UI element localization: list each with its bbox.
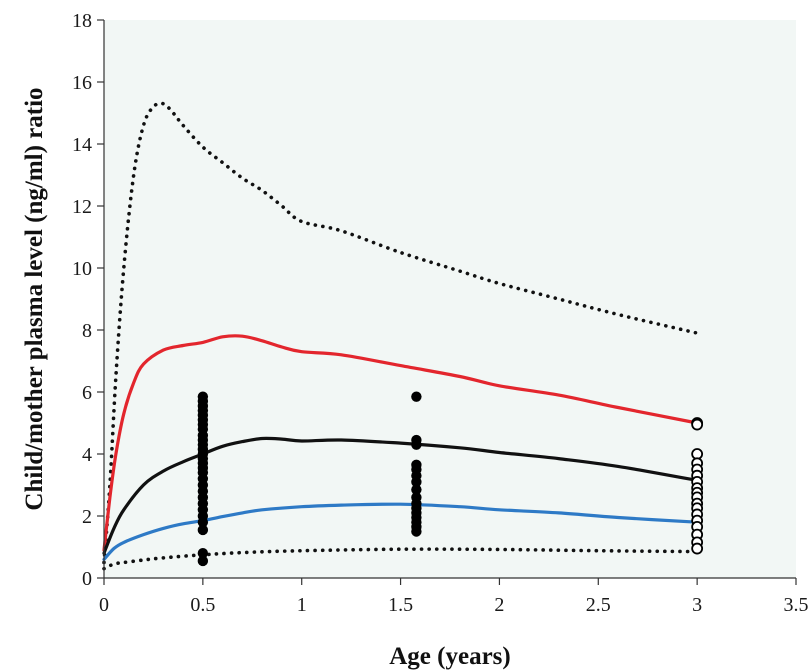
x-tick-label: 1.5: [388, 594, 413, 616]
y-tick-label: 12: [72, 196, 92, 218]
x-tick-label: 0: [99, 594, 109, 616]
data-point: [411, 439, 422, 450]
scatter-layer: [197, 391, 704, 567]
data-point: [411, 391, 422, 402]
data-point: [197, 524, 209, 536]
y-tick-label: 8: [82, 320, 92, 342]
data-point: [411, 476, 422, 488]
data-point: [197, 555, 209, 567]
y-tick-label: 10: [72, 258, 92, 280]
x-tick-label: 2: [494, 594, 504, 616]
x-tick-label: 0.5: [190, 594, 215, 616]
y-tick-label: 0: [82, 568, 92, 590]
series-line-5: [102, 547, 699, 571]
y-tick-label: 16: [72, 72, 92, 94]
data-point: [411, 526, 422, 537]
plot-area: [104, 20, 796, 578]
x-axis-title: Age (years): [389, 643, 510, 670]
data-point-open: [691, 418, 704, 431]
x-tick-label: 3: [692, 594, 702, 616]
series-line-2: [102, 334, 699, 552]
data-point: [197, 517, 209, 528]
series-layer: [102, 101, 699, 571]
series-line-4: [102, 502, 699, 561]
y-tick-label: 18: [72, 10, 92, 32]
y-ticks: 0 2 4 6 8 10 12 14 16 18: [72, 10, 104, 590]
series-line-3: [102, 436, 699, 555]
y-tick-label: 6: [82, 382, 92, 404]
x-ticks: 0 0.5 1 1.5 2 2.5 3 3.5: [99, 578, 809, 616]
y-tick-label: 2: [82, 506, 92, 528]
data-point-open: [691, 542, 704, 555]
data-point: [197, 548, 209, 559]
y-axis-title: Child/mother plasma level (ng/ml) ratio: [21, 87, 48, 510]
data-point: [411, 484, 422, 495]
y-tick-label: 14: [72, 134, 92, 156]
x-tick-label: 3.5: [784, 594, 809, 616]
x-tick-label: 2.5: [586, 594, 611, 616]
y-tick-label: 4: [82, 444, 92, 466]
series-line-1: [102, 101, 699, 565]
x-tick-label: 1: [297, 594, 307, 616]
